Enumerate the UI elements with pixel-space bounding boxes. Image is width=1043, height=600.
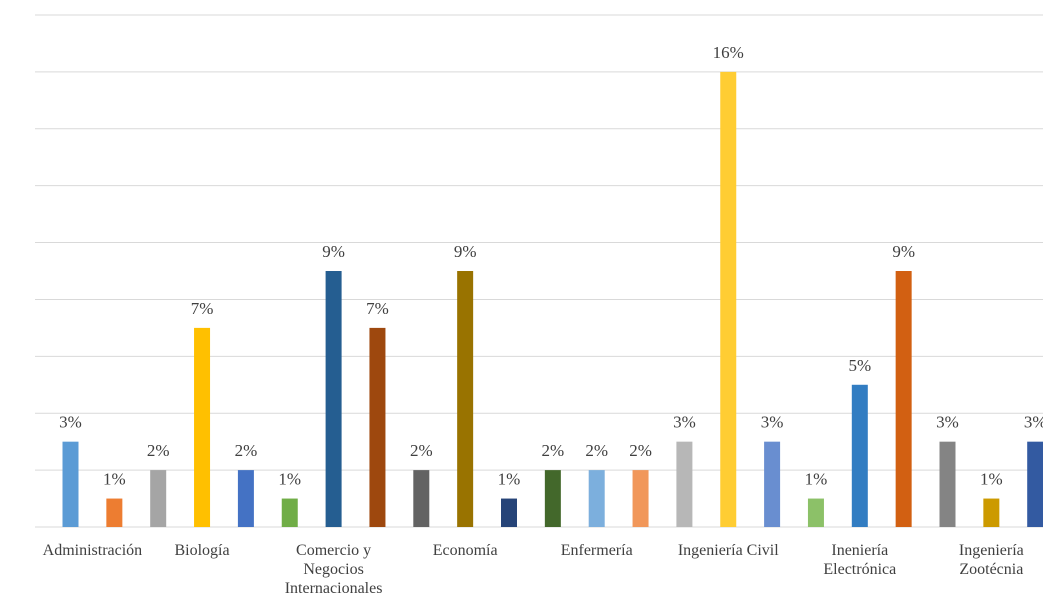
category-labels: Administración Biología Comercio y Negocios… xyxy=(43,542,1024,597)
data-label: 1% xyxy=(980,470,1003,489)
data-label: 16% xyxy=(713,43,744,62)
category-label: Enfermería xyxy=(561,542,633,559)
bar xyxy=(413,470,430,527)
data-label: 7% xyxy=(191,299,214,318)
bars xyxy=(62,71,1043,527)
bar xyxy=(588,470,605,527)
bar xyxy=(325,271,342,527)
category-label-line: Ineniería xyxy=(831,542,888,559)
data-label: 2% xyxy=(629,441,652,460)
data-label: 3% xyxy=(59,413,82,432)
bar xyxy=(807,498,824,527)
data-label: 1% xyxy=(278,470,301,489)
bar xyxy=(939,441,956,527)
bar xyxy=(764,441,781,527)
category-label: Biología xyxy=(174,542,229,559)
data-labels: 3% 1% 2% 7% 2% 1% 9% 7% 2% 9% 1% 2% 2% 2% 3% 16% 3% 1% 5% 9… xyxy=(59,43,1043,489)
data-label: 3% xyxy=(936,413,959,432)
category-label: Administración xyxy=(43,542,143,559)
data-label: 3% xyxy=(1024,413,1043,432)
data-label: 5% xyxy=(848,356,871,375)
category-label-line: Ingeniería xyxy=(959,542,1024,559)
bar xyxy=(281,498,298,527)
data-label: 1% xyxy=(805,470,828,489)
category-label: Ineniería Electrónica xyxy=(823,542,896,578)
category-label-line: Internacionales xyxy=(285,580,383,597)
bar xyxy=(1027,441,1043,527)
category-label-line: Economía xyxy=(433,542,498,559)
bar xyxy=(895,271,912,527)
category-label-line: Electrónica xyxy=(823,561,896,578)
bar xyxy=(457,271,474,527)
bar xyxy=(851,384,868,527)
data-label: 3% xyxy=(761,413,784,432)
data-label: 7% xyxy=(366,299,389,318)
data-label: 2% xyxy=(410,441,433,460)
data-label: 2% xyxy=(585,441,608,460)
bar xyxy=(150,470,167,527)
category-label-line: Administración xyxy=(43,542,143,559)
bar xyxy=(544,470,561,527)
category-label-line: Zootécnia xyxy=(959,561,1023,578)
data-label: 2% xyxy=(542,441,565,460)
data-label: 2% xyxy=(147,441,170,460)
category-label: Ingeniería Zootécnia xyxy=(959,542,1024,578)
bar xyxy=(237,470,254,527)
category-label-line: Comercio y xyxy=(296,542,371,559)
data-label: 9% xyxy=(892,242,915,261)
bar xyxy=(720,71,737,527)
bar xyxy=(62,441,79,527)
category-label-line: Negocios xyxy=(303,561,363,578)
category-label: Ingeniería Civil xyxy=(678,542,779,559)
bar xyxy=(369,327,386,527)
data-label: 1% xyxy=(498,470,521,489)
bar xyxy=(501,498,517,527)
category-label: Comercio y Negocios Internacionales xyxy=(285,542,383,597)
data-label: 2% xyxy=(235,441,258,460)
bar xyxy=(632,470,649,527)
bar xyxy=(983,498,1000,527)
category-label-line: Biología xyxy=(174,542,229,559)
bar xyxy=(676,441,693,527)
gridlines xyxy=(35,14,1043,528)
data-label: 9% xyxy=(454,242,477,261)
category-label-line: Ingeniería Civil xyxy=(678,542,779,559)
bar xyxy=(194,327,211,527)
category-label: Economía xyxy=(433,542,498,559)
data-label: 3% xyxy=(673,413,696,432)
data-label: 9% xyxy=(322,242,345,261)
category-label-line: Enfermería xyxy=(561,542,633,559)
data-label: 1% xyxy=(103,470,126,489)
bar xyxy=(106,498,123,527)
